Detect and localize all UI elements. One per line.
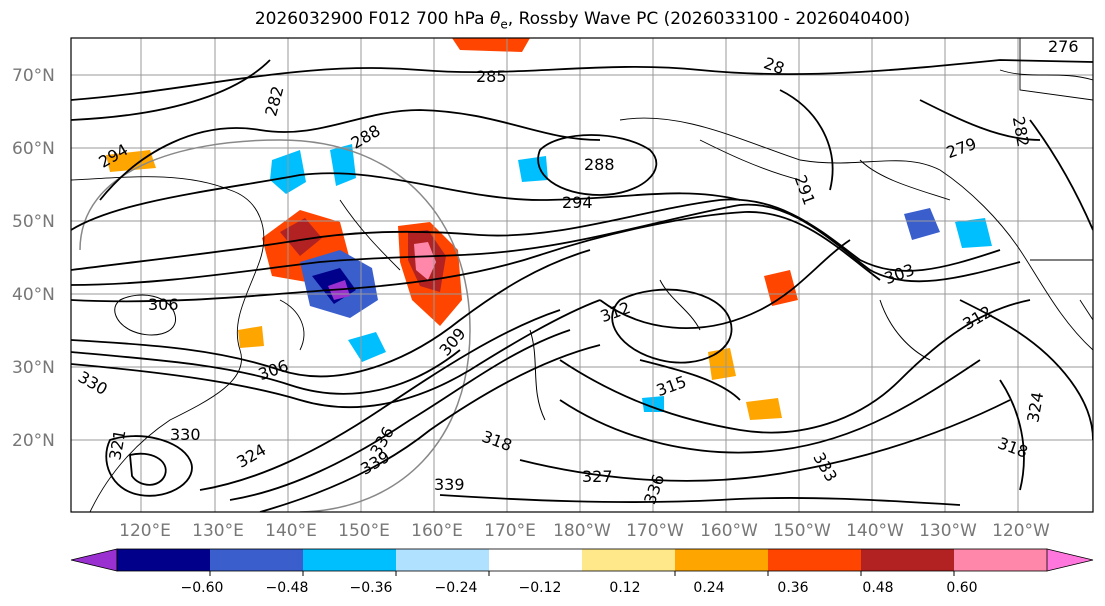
lon-label: 170°E (484, 521, 536, 541)
contour-label: 327 (582, 467, 613, 486)
lat-label: 20°N (12, 431, 55, 451)
lat-label: 30°N (12, 358, 55, 378)
theta-e-contours (71, 59, 1093, 512)
latitude-labels: 70°N 60°N 50°N 40°N 30°N 20°N (12, 66, 55, 451)
colorbar-segment (954, 549, 1048, 571)
colorbar-segment (303, 549, 397, 571)
title-suffix: , Rossby Wave PC (2026033100 - 202604040… (507, 9, 911, 29)
coastlines (71, 38, 1093, 512)
contour-label: 276 (1048, 37, 1079, 56)
colorbar-tick-label: −0.60 (181, 580, 224, 596)
contour-label: 288 (584, 155, 615, 174)
lat-label: 60°N (12, 139, 55, 159)
lon-label: 130°W (919, 521, 977, 541)
colorbar-tick-label: −0.12 (519, 580, 562, 596)
positive-anomaly-patch (746, 398, 782, 420)
positive-anomaly-patch (452, 38, 530, 52)
colorbar-tick-label: −0.24 (435, 580, 478, 596)
colorbar-segment (489, 549, 583, 571)
colorbar-segment (396, 549, 490, 571)
lon-label: 180°W (553, 521, 611, 541)
lat-label: 40°N (12, 285, 55, 305)
colorbar-segment (582, 549, 676, 571)
contour-label: 294 (562, 193, 593, 212)
lon-label: 120°W (992, 521, 1050, 541)
lon-label: 120°E (119, 521, 171, 541)
lon-label: 130°E (192, 521, 244, 541)
map-background (71, 38, 1093, 512)
negative-anomaly-patch (518, 156, 548, 182)
colorbar-segment (117, 549, 211, 571)
colorbar: −0.60 −0.48 −0.36 −0.24 −0.12 0.12 0.24 … (70, 548, 1094, 596)
gridlines (71, 38, 1093, 512)
title-prefix: 2026032900 F012 700 hPa (254, 9, 490, 29)
colorbar-frame (116, 548, 1048, 572)
map-frame (70, 37, 1094, 513)
lon-label: 160°W (700, 521, 758, 541)
map-plot-area: 285 282 288 294 288 294 28 291 279 282 2… (71, 37, 1093, 512)
lon-label: 150°E (338, 521, 390, 541)
colorbar-segments (117, 549, 1048, 571)
colorbar-tick-label: −0.48 (266, 580, 309, 596)
negative-anomaly-patch (904, 208, 940, 240)
positive-anomaly-peak (414, 242, 436, 280)
colorbar-segment (210, 549, 304, 571)
colorbar-tick-label: 0.48 (862, 580, 893, 596)
negative-anomaly-patch (330, 144, 356, 186)
title-subscript: e (500, 17, 508, 32)
lon-label: 140°E (265, 521, 317, 541)
title-symbol: θ (490, 9, 501, 29)
lon-label: 150°W (773, 521, 831, 541)
great-circle-outline (79, 139, 471, 512)
contour-label: 306 (148, 295, 179, 314)
colorbar-ticks: −0.60 −0.48 −0.36 −0.24 −0.12 0.12 0.24 … (181, 571, 978, 596)
shaded-anomalies (106, 38, 992, 420)
colorbar-segment (768, 549, 862, 571)
contour-label: 285 (476, 67, 507, 86)
colorbar-tick-label: 0.60 (946, 580, 977, 596)
colorbar-tick-label: 0.12 (609, 580, 640, 596)
negative-anomaly-patch (348, 332, 386, 362)
colorbar-segment (861, 549, 955, 571)
positive-anomaly-patch (764, 270, 798, 306)
positive-anomaly-patch (106, 150, 156, 172)
thin-contours (114, 279, 931, 421)
longitude-labels: 120°E 130°E 140°E 150°E 160°E 170°E 180°… (119, 521, 1050, 541)
colorbar-extend-high (1046, 548, 1094, 572)
positive-anomaly-core (280, 218, 322, 256)
colorbar-tick-label: 0.36 (777, 580, 808, 596)
lon-label: 160°E (411, 521, 463, 541)
map-title: 2026032900 F012 700 hPa θe, Rossby Wave … (0, 9, 1105, 31)
positive-anomaly-patch (238, 326, 264, 348)
contour-label: 330 (170, 425, 201, 444)
colorbar-segment (675, 549, 769, 571)
colorbar-extend-low (70, 548, 118, 572)
lon-label: 140°W (846, 521, 904, 541)
negative-anomaly-patch (955, 218, 992, 248)
lon-label: 170°W (626, 521, 684, 541)
positive-anomaly-patch (708, 348, 736, 380)
lat-label: 70°N (12, 66, 55, 86)
lat-label: 50°N (12, 212, 55, 232)
contour-label: 339 (434, 475, 465, 494)
colorbar-tick-label: −0.36 (350, 580, 393, 596)
colorbar-tick-label: 0.24 (693, 580, 724, 596)
